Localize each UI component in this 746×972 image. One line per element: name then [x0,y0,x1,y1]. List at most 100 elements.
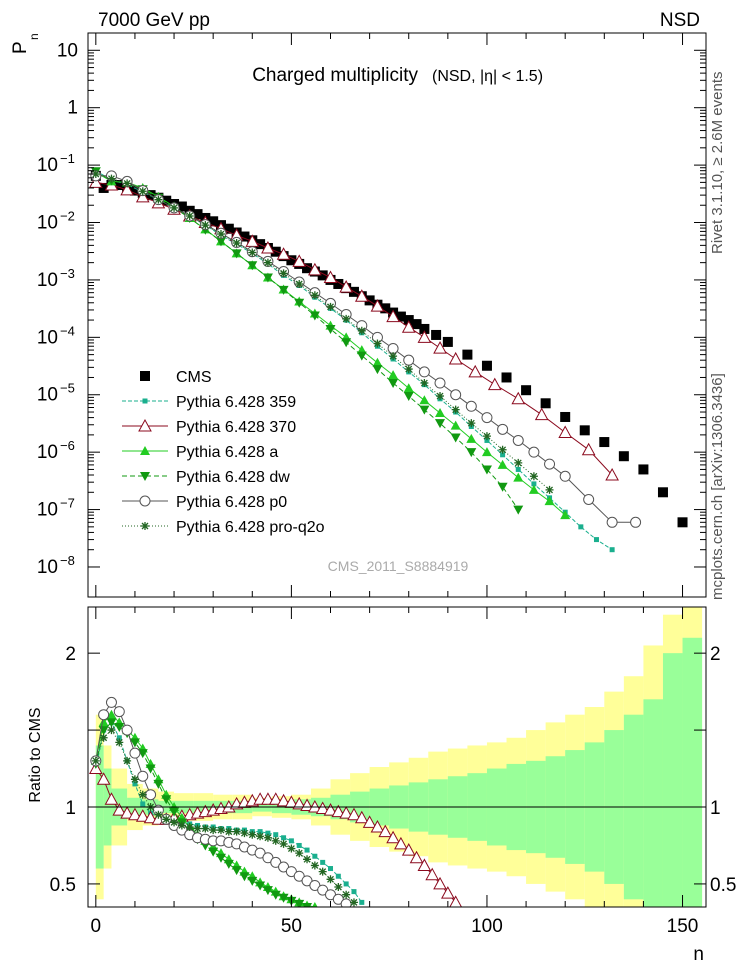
series-line [95,173,550,491]
ratio-point [303,855,312,864]
data-point [593,537,599,543]
data-point [263,258,272,267]
data-point [341,338,352,348]
data-point [161,195,172,206]
data-point [513,472,524,482]
data-point [339,280,353,293]
data-point [248,248,257,257]
ratio-point [143,810,158,824]
data-point [389,352,398,361]
data-point [294,298,305,308]
data-point [481,412,493,424]
ratio-y-tick-label-right: 2 [710,644,721,665]
ratio-point [281,835,287,841]
ratio-y-tick-label-right: 0.5 [710,875,736,896]
ratio-point [96,772,111,785]
ratio-point [300,798,314,811]
data-point [388,379,399,389]
ratio-point [137,770,149,782]
ratio-point [263,833,272,842]
data-point [466,433,477,443]
data-point [231,249,242,259]
ratio-point [177,821,186,830]
data-point [91,169,100,178]
ratio-point [370,819,385,833]
main-title-suffix: (NSD, |η| < 1.5) [432,68,543,85]
ratio-panel: 0.5 0.5 1 1 2 2 0 50 100 150 Ratio to CMS n [27,606,736,965]
data-point [560,411,571,422]
legend-item: Pythia 6.428 dw [122,469,290,486]
ratio-series-3 [90,718,313,907]
data-point [295,279,304,288]
data-point [176,201,187,212]
y-tick-label: 10 [57,40,78,61]
ratio-point [349,898,358,907]
ratio-y-tick-label: 1 [65,798,76,819]
data-point [497,459,508,469]
ratio-point [130,775,139,784]
ratio-point [354,810,369,824]
band-bin [682,637,703,907]
ratio-point [292,796,307,810]
data-point [420,379,429,388]
ratio-point [247,876,258,886]
ratio-y-tick-label: 2 [65,644,76,665]
ratio-point [240,829,249,838]
legend-label: Pythia 6.428 pro-q2o [176,519,325,536]
data-point [114,180,125,191]
data-point [262,273,273,283]
legend-label: CMS [176,369,212,386]
data-point [609,547,615,553]
ratio-point [248,830,257,839]
ratio-point [417,858,432,871]
ratio-point [255,881,266,891]
data-point [481,360,492,371]
data-point [261,240,275,254]
main-frame [87,32,707,598]
legend-item: CMS [140,369,212,386]
ratio-point [128,807,142,821]
ratio-point [129,747,141,759]
series-1 [93,168,615,553]
data-point [481,447,492,457]
data-point [279,269,288,278]
data-point [326,302,335,311]
data-point [559,470,571,482]
ratio-point [201,824,210,833]
ratio-point [162,815,171,824]
data-point [581,442,596,456]
ratio-point [310,861,319,870]
ratio-point [320,859,326,865]
main-title-text: Charged multiplicity [252,65,418,86]
ratio-point [145,789,157,801]
ratio-point [106,718,117,728]
data-point [419,395,430,405]
ratio-point [296,842,302,848]
ratio-point [294,899,305,907]
ratio-point [302,903,313,907]
ratio-point [106,709,117,719]
y-tick-exponent: −6 [60,438,75,453]
ratio-point [105,696,117,708]
data-point [411,319,422,330]
data-point [380,303,391,314]
ratio-point [91,756,100,765]
ratio-series-5 [91,726,358,907]
legend-label: Pythia 6.428 359 [176,394,296,411]
legend-item: Pythia 6.428 370 [122,418,296,436]
x-axis-label: n [693,944,704,965]
data-point [403,383,414,393]
ratio-point [223,859,234,869]
data-point [215,237,226,247]
series-4 [90,167,524,515]
legend-marker [139,495,151,507]
data-point [192,209,203,220]
ratio-point [323,803,338,816]
y-tick-exponent: −7 [60,496,75,511]
ratio-point [288,838,294,844]
data-point [515,466,521,472]
data-point [433,341,447,354]
data-point [223,223,234,234]
